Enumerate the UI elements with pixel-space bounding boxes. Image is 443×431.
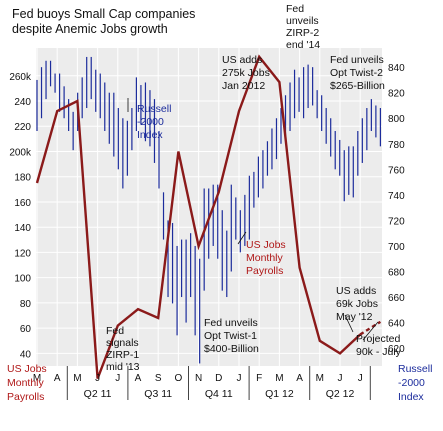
month-label-11: F xyxy=(256,373,262,384)
annotation-russell-index-line-0: Russell xyxy=(137,103,171,115)
left-tick-7: 180 xyxy=(14,173,31,184)
right-axis-label-line-1: -2000 xyxy=(398,377,425,389)
month-label-0: M xyxy=(33,373,41,384)
left-tick-2: 80 xyxy=(20,299,32,310)
annotation-us-jobs-payrolls-line-2: Payrolls xyxy=(246,265,283,277)
right-tick-11: 840 xyxy=(388,63,405,74)
right-tick-7: 760 xyxy=(388,165,405,176)
annotation-fed-unveils-twist1-line-0: Fed unveils xyxy=(204,317,258,329)
right-tick-2: 660 xyxy=(388,293,405,304)
annotation-us-adds-275k-line-1: 275k Jobs xyxy=(222,67,270,79)
left-tick-8: 200k xyxy=(9,147,32,158)
annotation-projected-line-1: 90k - July xyxy=(356,346,402,358)
pointer-projected-a xyxy=(344,314,354,333)
annotation-fed-signals-zirp1-line-2: ZIRP-1 xyxy=(106,349,139,361)
right-tick-0: 620 xyxy=(388,344,405,355)
month-label-2: M xyxy=(73,373,81,384)
annotation-fed-unveils-zirp2-line-3: end '14 xyxy=(286,39,320,51)
annotation-fed-unveils-zirp2-line-0: Fed xyxy=(286,3,304,15)
left-tick-9: 220 xyxy=(14,122,31,133)
annotation-russell-index-line-1: -2000 xyxy=(137,116,164,128)
left-tick-0: 40 xyxy=(20,349,32,360)
annotation-fed-unveils-zirp2-line-2: ZIRP-2 xyxy=(286,27,319,39)
annotation-us-jobs-payrolls-line-0: US Jobs xyxy=(246,239,286,251)
quarter-label-0: Q2 11 xyxy=(84,388,112,400)
right-tick-5: 720 xyxy=(388,216,405,227)
quarter-label-3: Q1 12 xyxy=(265,388,294,400)
right-tick-6: 740 xyxy=(388,191,405,202)
left-tick-10: 240 xyxy=(14,97,31,108)
right-axis-label-line-0: Russell xyxy=(398,363,432,375)
month-label-3: J xyxy=(95,373,100,384)
annotation-fed-unveils-twist2-line-0: Fed unveils xyxy=(330,54,384,66)
chart-title-line-0: Fed buoys Small Cap companies xyxy=(12,7,195,21)
annotation-fed-signals-zirp1-line-1: signals xyxy=(106,337,139,349)
pointer-payrolls xyxy=(237,231,247,245)
pointer-projected-b xyxy=(362,321,379,341)
left-tick-5: 140 xyxy=(14,223,31,234)
annotation-us-adds-69k-line-1: 69k Jobs xyxy=(336,298,378,310)
left-tick-3: 100 xyxy=(14,274,31,285)
quarter-label-2: Q4 11 xyxy=(205,388,233,400)
right-tick-4: 700 xyxy=(388,242,405,253)
annotation-us-adds-69k-line-2: May '12 xyxy=(336,311,373,323)
left-tick-11: 260k xyxy=(9,72,32,83)
right-tick-8: 780 xyxy=(388,140,405,151)
annotation-fed-unveils-twist2-line-2: $265-Billion xyxy=(330,80,385,92)
month-label-4: J xyxy=(115,373,120,384)
right-axis-label-line-2: Index xyxy=(398,391,424,403)
month-label-5: A xyxy=(135,373,142,384)
right-tick-1: 640 xyxy=(388,319,405,330)
annotation-us-adds-275k-line-2: Jan 2012 xyxy=(222,80,265,92)
annotation-projected-line-0: Projected xyxy=(356,333,401,345)
annotation-us-adds-69k-line-0: US adds xyxy=(336,285,376,297)
annotation-fed-signals-zirp1-line-0: Fed xyxy=(106,325,124,337)
month-label-6: S xyxy=(155,373,162,384)
left-axis-label-line-0: US Jobs xyxy=(7,363,47,375)
quarter-label-4: Q2 12 xyxy=(326,388,355,400)
right-tick-3: 680 xyxy=(388,267,405,278)
right-tick-10: 820 xyxy=(388,89,405,100)
annotation-fed-unveils-twist2-line-1: Opt Twist-2 xyxy=(330,67,383,79)
chart-title-line-1: despite Anemic Jobs growth xyxy=(12,22,168,36)
month-label-10: J xyxy=(237,373,242,384)
left-tick-4: 120 xyxy=(14,248,31,259)
left-axis-label-line-2: Payrolls xyxy=(7,391,44,403)
annotation-us-adds-275k-line-0: US adds xyxy=(222,54,262,66)
month-label-14: M xyxy=(316,373,324,384)
annotation-fed-unveils-twist1-line-1: Opt Twist-1 xyxy=(204,330,257,342)
annotation-us-jobs-payrolls-line-1: Monthly xyxy=(246,252,284,264)
left-tick-6: 160 xyxy=(14,198,31,209)
annotation-fed-unveils-twist1-line-2: $400-Billion xyxy=(204,343,259,355)
annotation-russell-index-line-2: Index xyxy=(137,129,163,141)
annotation-fed-signals-zirp1-line-3: mid '13 xyxy=(106,361,140,373)
month-label-16: J xyxy=(358,373,363,384)
month-label-1: A xyxy=(54,373,61,384)
quarter-label-1: Q3 11 xyxy=(144,388,172,400)
month-label-8: N xyxy=(195,373,202,384)
left-tick-1: 60 xyxy=(20,324,32,335)
right-tick-9: 800 xyxy=(388,114,405,125)
month-label-7: O xyxy=(175,373,183,384)
left-axis-label-line-1: Monthly xyxy=(7,377,45,389)
month-label-9: D xyxy=(215,373,222,384)
month-label-15: J xyxy=(338,373,343,384)
annotation-fed-unveils-zirp2-line-1: unveils xyxy=(286,15,319,27)
payrolls-projected-line xyxy=(359,320,382,336)
month-label-13: A xyxy=(296,373,303,384)
month-label-12: M xyxy=(275,373,283,384)
